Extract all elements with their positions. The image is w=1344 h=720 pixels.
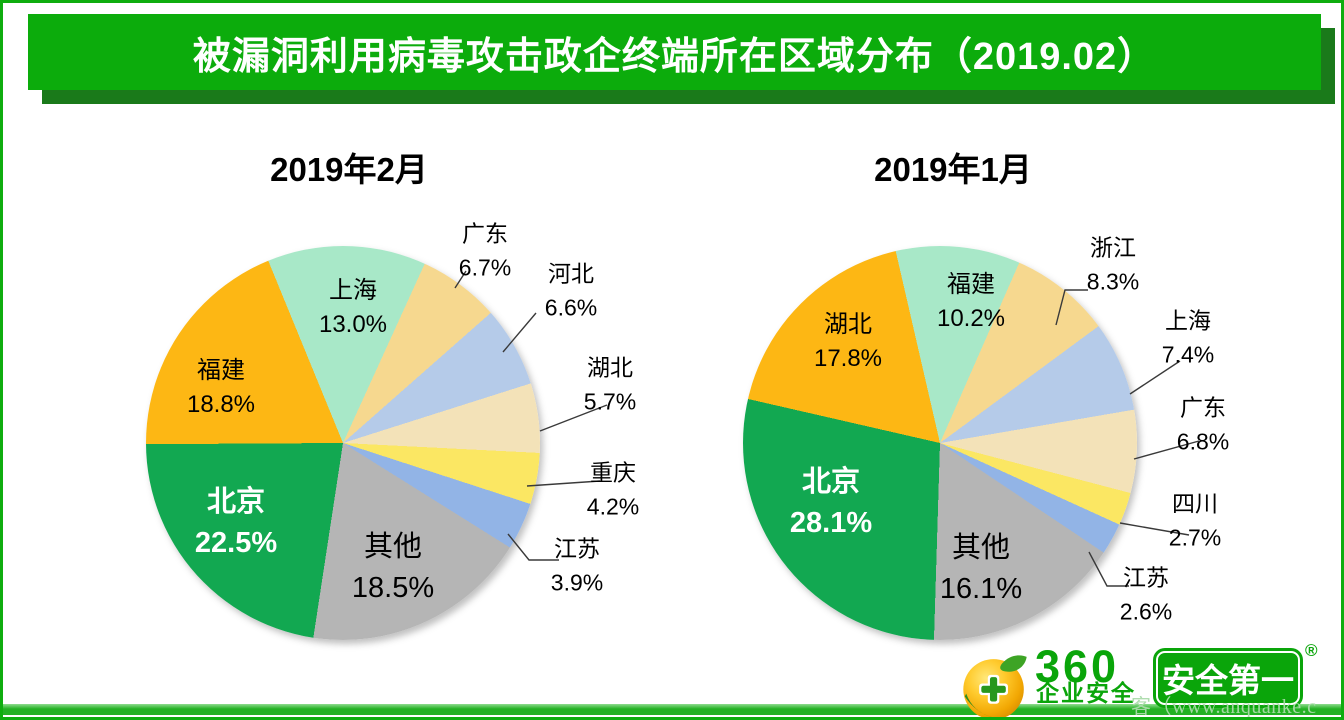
pie-slice-label-福建: 福建 10.2% bbox=[936, 271, 1006, 332]
page-title: 被漏洞利用病毒攻击政企终端所在区域分布（2019.02） bbox=[192, 35, 1157, 78]
pie-slice-label-北京: 北京 28.1% bbox=[789, 465, 873, 539]
slogan-badge: 安全第一 bbox=[1156, 651, 1300, 705]
title-banner: 被漏洞利用病毒攻击政企终端所在区域分布（2019.02） bbox=[28, 14, 1321, 90]
pie-slice-label-四川: 四川 2.7% bbox=[1168, 491, 1222, 550]
pie-slice-label-湖北: 湖北 5.7% bbox=[583, 355, 637, 414]
bottom-accent-bar bbox=[3, 704, 1341, 715]
chart-title-february: 2019年2月 bbox=[270, 151, 428, 188]
pie-slice-label-北京: 北京 22.5% bbox=[194, 485, 278, 559]
pie-slice-label-福建: 福建 18.8% bbox=[186, 357, 256, 418]
pie-slice-label-江苏: 江苏 3.9% bbox=[550, 536, 604, 595]
logo-brand-text: 360 bbox=[1035, 641, 1120, 692]
pie-chart-february bbox=[146, 246, 540, 640]
logo-sub-text: 企业安全 bbox=[1036, 680, 1136, 706]
pie-slice-label-上海: 上海 13.0% bbox=[318, 277, 388, 338]
pie-slice-label-江苏: 江苏 2.6% bbox=[1119, 565, 1173, 624]
pie-slice-label-浙江: 浙江 8.3% bbox=[1086, 235, 1140, 294]
pie-slice-label-上海: 上海 7.4% bbox=[1161, 308, 1215, 367]
pie-slice-label-其他: 其他 16.1% bbox=[939, 531, 1023, 605]
chart-title-january: 2019年1月 bbox=[874, 151, 1032, 188]
pie-slice-label-广东: 广东 6.8% bbox=[1176, 395, 1230, 454]
pie-slice-label-广东: 广东 6.7% bbox=[458, 221, 512, 280]
pie-slice-label-其他: 其他 18.5% bbox=[351, 530, 435, 604]
pie-slice-label-河北: 河北 6.6% bbox=[544, 261, 598, 320]
slogan-text: 安全第一 bbox=[1162, 662, 1294, 699]
watermark-text: 客（www.anquanke.c bbox=[1131, 696, 1317, 718]
pie-slice-label-湖北: 湖北 17.8% bbox=[813, 311, 883, 372]
registered-mark: ® bbox=[1305, 641, 1318, 660]
360-logo-icon bbox=[963, 655, 1027, 717]
pie-slice-label-重庆: 重庆 4.2% bbox=[586, 460, 640, 519]
